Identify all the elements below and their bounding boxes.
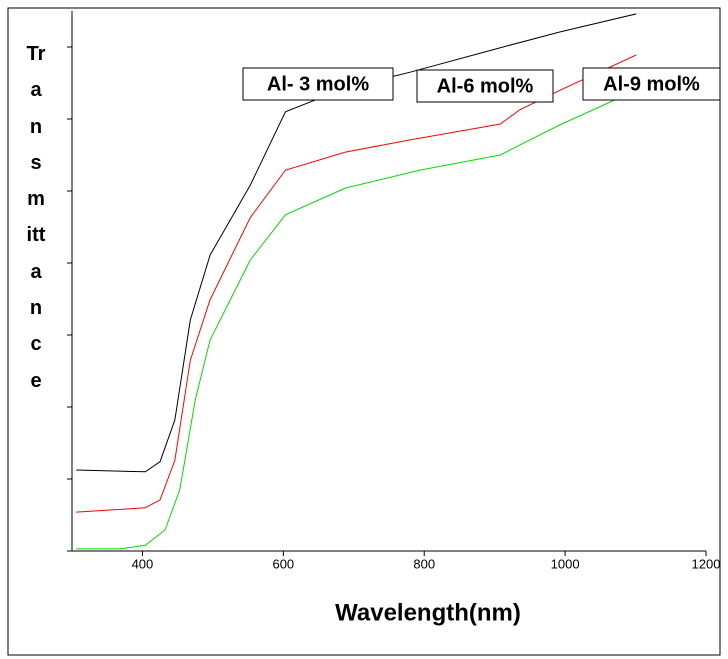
series-line: [76, 13, 637, 473]
series-label-box: [582, 67, 721, 101]
series-line: [76, 54, 637, 513]
x-tick-label: 800: [413, 556, 435, 571]
series-label: Al- 3 mol%: [267, 73, 369, 95]
series-line: [76, 89, 637, 550]
series-label-box: [242, 67, 394, 101]
x-tick-label: 600: [272, 556, 294, 571]
y-axis-label: Transmittance: [26, 43, 46, 392]
frame: [7, 7, 721, 656]
series-label: Al-9 mol%: [603, 73, 700, 95]
x-tick-label: 400: [132, 556, 154, 571]
x-tick-label: 1000: [551, 556, 580, 571]
x-axis-label: Wavelength(nm): [335, 599, 521, 626]
series-label: Al-6 mol%: [437, 75, 534, 97]
x-tick-label: 1200: [692, 556, 721, 571]
series-label-box: [416, 69, 554, 103]
